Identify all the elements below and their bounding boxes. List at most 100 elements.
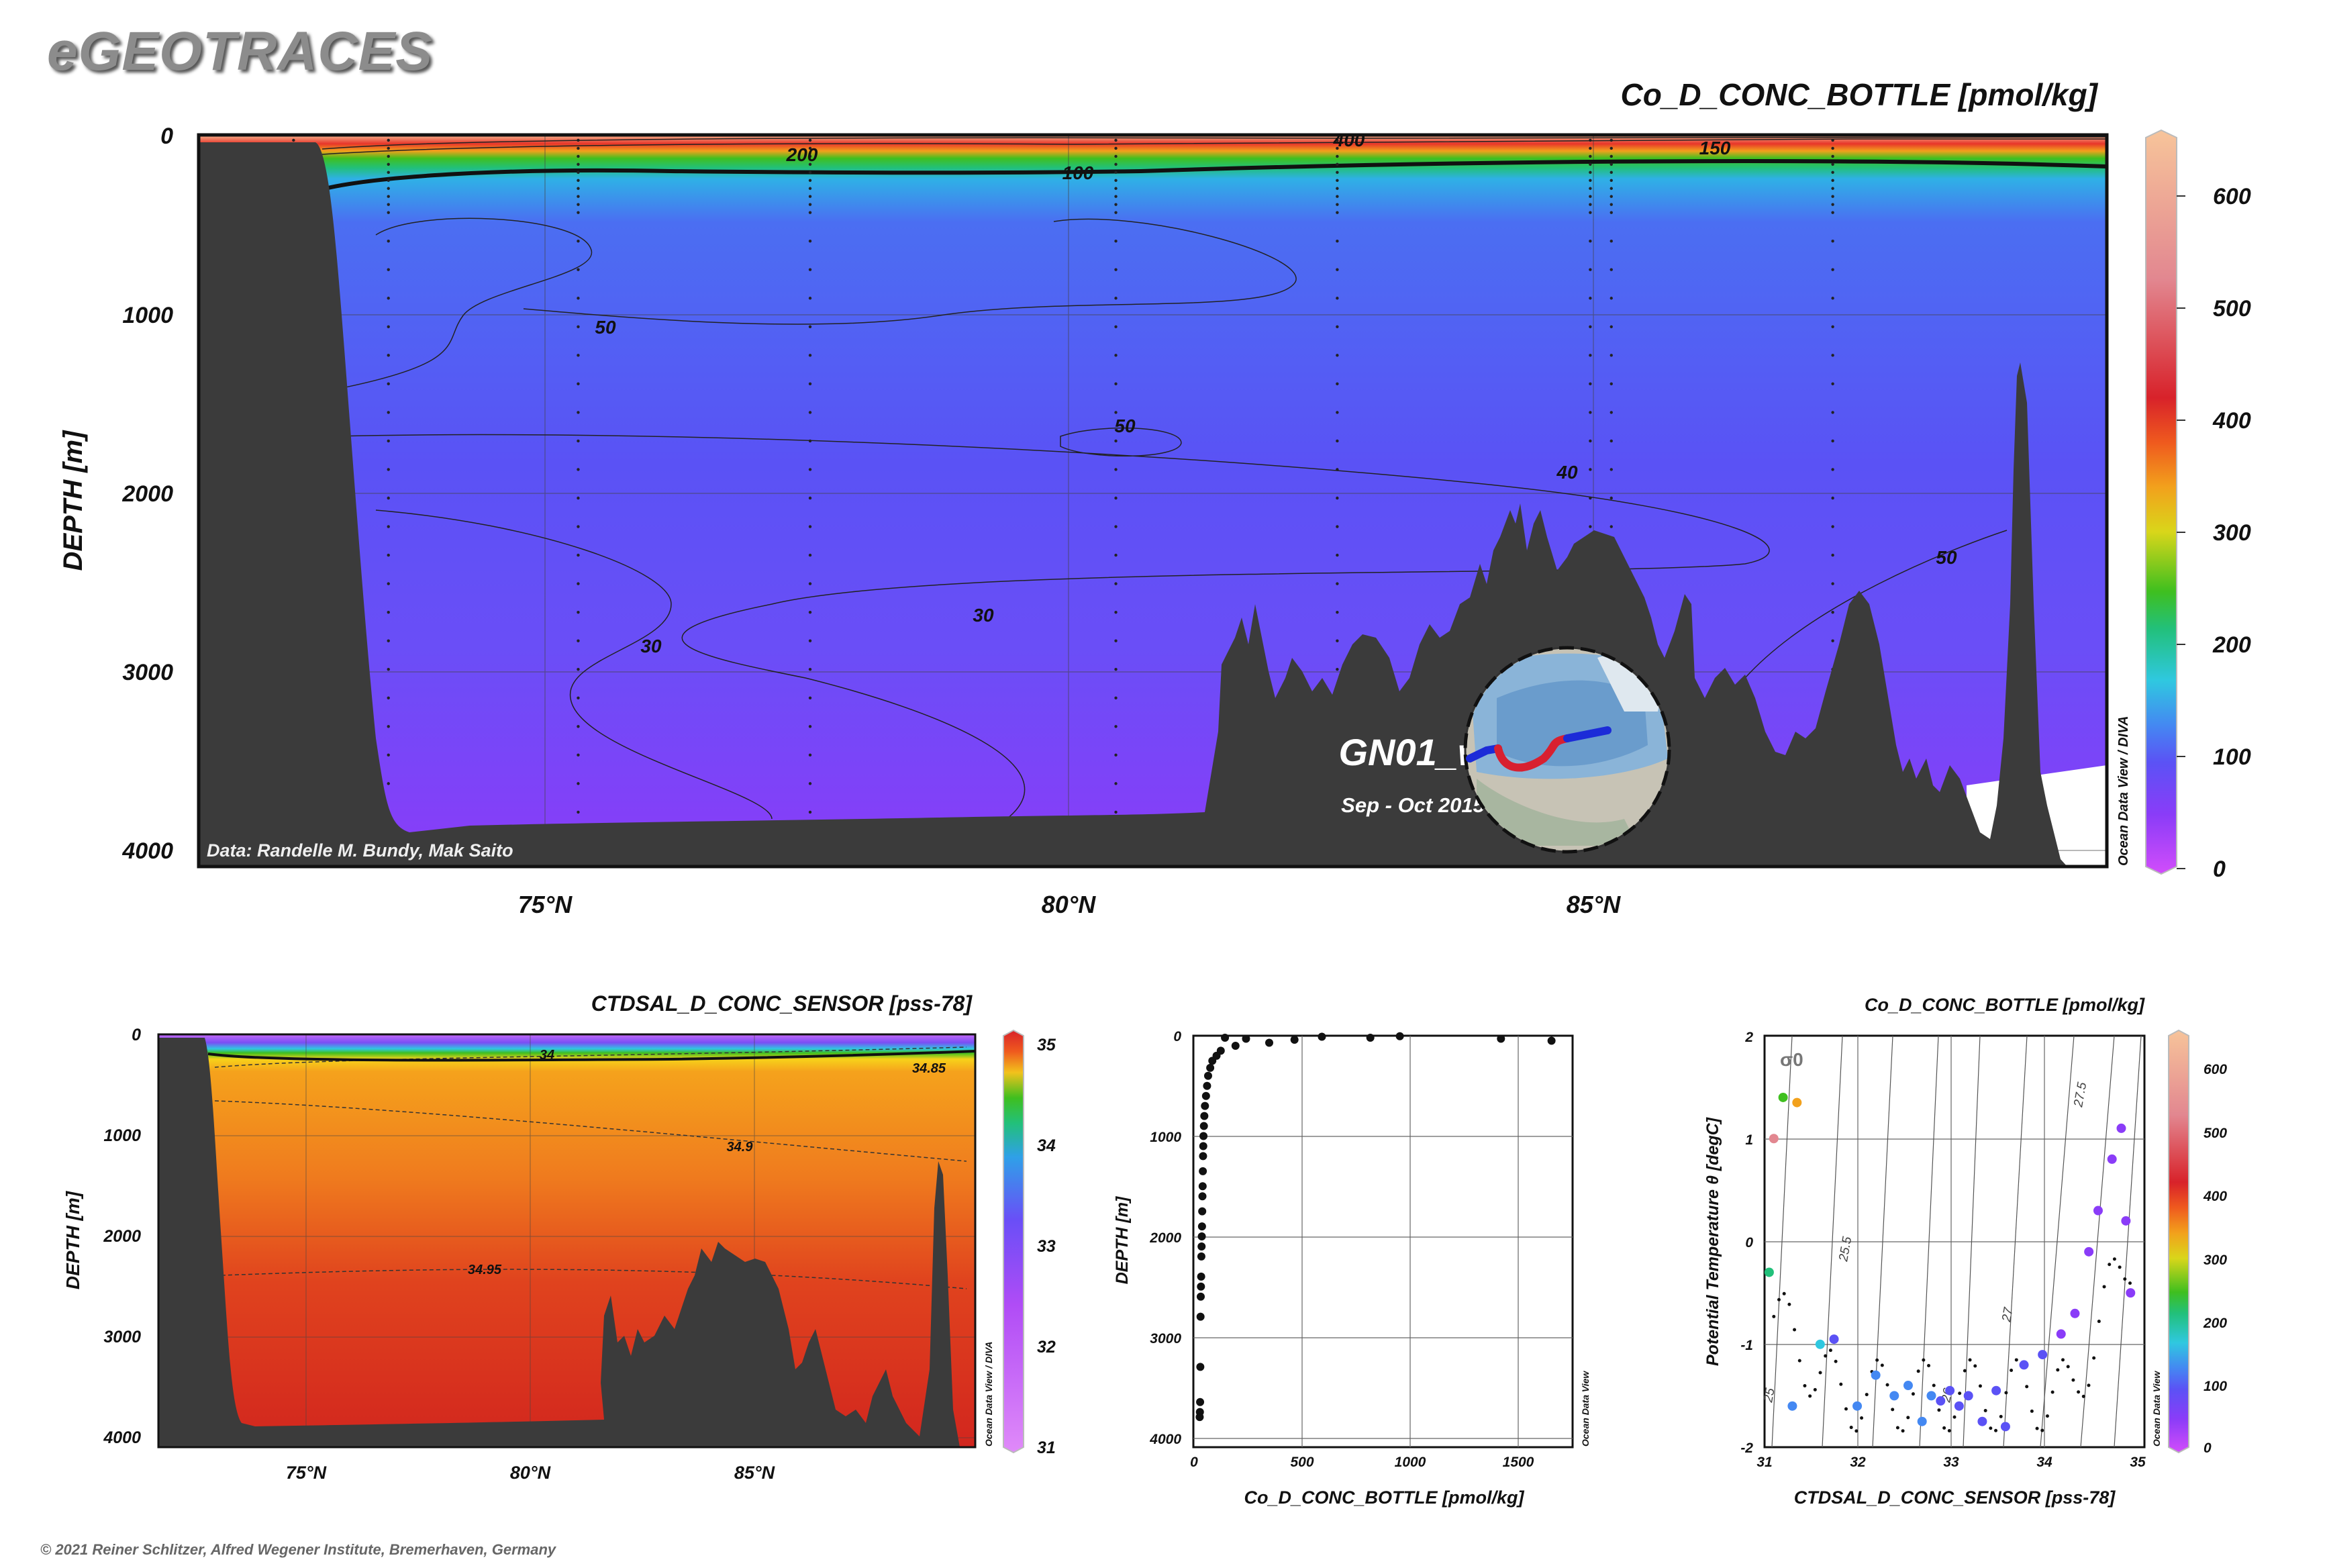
data-credit: Data: Randelle M. Bundy, Mak Saito <box>207 840 513 861</box>
station-sample-dot <box>1114 239 1118 243</box>
station-sample-dot <box>1336 411 1339 414</box>
station-sample-dot <box>1610 468 1613 471</box>
ts-background-dot <box>2071 1378 2075 1382</box>
ts-odv-tag: Ocean Data View <box>2151 1371 2162 1447</box>
station-sample-dot <box>1589 297 1592 300</box>
station-sample-dot <box>1589 239 1592 243</box>
station-sample-dot <box>1589 170 1592 175</box>
sal-colorbar: 35 34 33 32 31 <box>1003 1029 1056 1457</box>
station-sample-dot <box>387 782 390 785</box>
contour-label: 34.9 <box>727 1140 754 1155</box>
x-tick: 1500 <box>1503 1455 1534 1470</box>
ts-background-dot <box>1793 1328 1797 1332</box>
ts-background-dot <box>2087 1383 2091 1387</box>
colorbar-tick: 300 <box>2213 520 2251 546</box>
ts-points <box>1764 1092 2136 1433</box>
ts-point <box>1926 1391 1936 1401</box>
profile-point <box>1197 1232 1206 1241</box>
x-tick: 85°N <box>734 1463 775 1483</box>
sal-bathymetry <box>158 1038 960 1447</box>
colorbar-tick: 33 <box>1037 1237 1056 1256</box>
ts-background-dot <box>2045 1414 2049 1418</box>
main-contour-labels: 200 400 150 100 50 50 40 50 30 30 <box>595 130 1957 656</box>
contour-label: 34.85 <box>912 1061 946 1076</box>
profile-point <box>1197 1242 1206 1251</box>
x-tick: 85°N <box>1567 891 1621 918</box>
station-sample-dot <box>1589 195 1592 198</box>
station-sample-dot <box>1589 439 1592 443</box>
station-sample-dot <box>808 211 812 214</box>
colorbar-tick: 400 <box>2212 408 2251 434</box>
station-sample-dot <box>577 668 580 671</box>
station-sample-dot <box>1610 187 1613 190</box>
station-sample-dot <box>808 753 812 757</box>
colorbar-tick: 31 <box>1037 1438 1056 1457</box>
station-sample-dot <box>577 610 580 614</box>
station-sample-dot <box>808 725 812 728</box>
station-sample-dot <box>387 610 390 614</box>
station-sample-dot <box>1114 211 1118 214</box>
station-sample-dot <box>1831 496 1834 500</box>
colorbar-tick: 34 <box>1037 1136 1056 1155</box>
station-sample-dot <box>1336 162 1339 166</box>
station-sample-dot <box>387 239 390 243</box>
profile-point <box>1203 1081 1211 1090</box>
station-sample-dot <box>1610 146 1613 150</box>
contour-label: 100 <box>1062 162 1094 183</box>
profile-ylabel: DEPTH [m] <box>1113 1195 1132 1284</box>
ts-point <box>2093 1206 2103 1216</box>
ts-background-dot <box>2092 1356 2096 1360</box>
ts-background-dot <box>1891 1408 1895 1412</box>
station-sample-dot <box>1114 154 1118 158</box>
station-sample-dot <box>1336 496 1339 500</box>
station-sample-dot <box>387 411 390 414</box>
colorbar-tick: 100 <box>2213 744 2251 770</box>
station-sample-dot <box>808 411 812 414</box>
station-sample-dot <box>387 138 390 142</box>
station-sample-dot <box>577 162 580 166</box>
station-sample-dot <box>1610 496 1613 500</box>
y-tick: 3000 <box>103 1328 141 1346</box>
profile-grid <box>1193 1036 1573 1447</box>
main-odv-tag: Ocean Data View / DIVA <box>2116 716 2131 866</box>
profile-point <box>1547 1036 1556 1045</box>
profile-point <box>1199 1142 1207 1150</box>
station-sample-dot <box>808 195 812 198</box>
y-tick: 4000 <box>1149 1432 1181 1447</box>
station-sample-dot <box>387 382 390 386</box>
ts-point <box>2070 1308 2080 1318</box>
ts-point <box>2019 1360 2029 1370</box>
contour-label: 50 <box>1936 547 1957 568</box>
ts-point <box>1903 1381 1913 1391</box>
station-sample-dot <box>1831 146 1834 150</box>
ts-point <box>1977 1416 1987 1426</box>
station-sample-dot <box>808 439 812 443</box>
profile-point <box>1203 1071 1212 1080</box>
ts-title: Co_D_CONC_BOTTLE [pmol/kg] <box>1865 995 2145 1015</box>
ts-background-dot <box>1973 1364 1977 1368</box>
ts-background-dot <box>2050 1390 2054 1394</box>
ts-background-dot <box>1963 1369 1967 1373</box>
station-sample-dot <box>1831 268 1834 271</box>
station-sample-dot <box>1336 211 1339 214</box>
y-tick: 0 <box>132 1026 141 1044</box>
station-sample-dot <box>1336 525 1339 528</box>
profile-point <box>1395 1032 1404 1040</box>
station-sample-dot <box>1831 439 1834 443</box>
profile-point <box>1242 1034 1250 1043</box>
station-sample-dot <box>1114 525 1118 528</box>
station-sample-dot <box>808 810 812 814</box>
ts-background-dot <box>2102 1285 2106 1289</box>
ts-point <box>1764 1267 1774 1277</box>
y-tick: 0 <box>160 124 173 149</box>
station-sample-dot <box>1589 179 1592 182</box>
station-sample-dot <box>387 170 390 175</box>
ts-ylabel: Potential Temperature θ [degC] <box>1703 1116 1722 1366</box>
contour-label: 34.95 <box>468 1263 502 1277</box>
station-sample-dot <box>387 582 390 585</box>
ts-background-dot <box>1875 1358 1879 1362</box>
ts-point <box>1769 1134 1779 1144</box>
station-sample-dot <box>1831 162 1834 166</box>
station-sample-dot <box>577 354 580 357</box>
ts-background-dot <box>1922 1358 1926 1362</box>
